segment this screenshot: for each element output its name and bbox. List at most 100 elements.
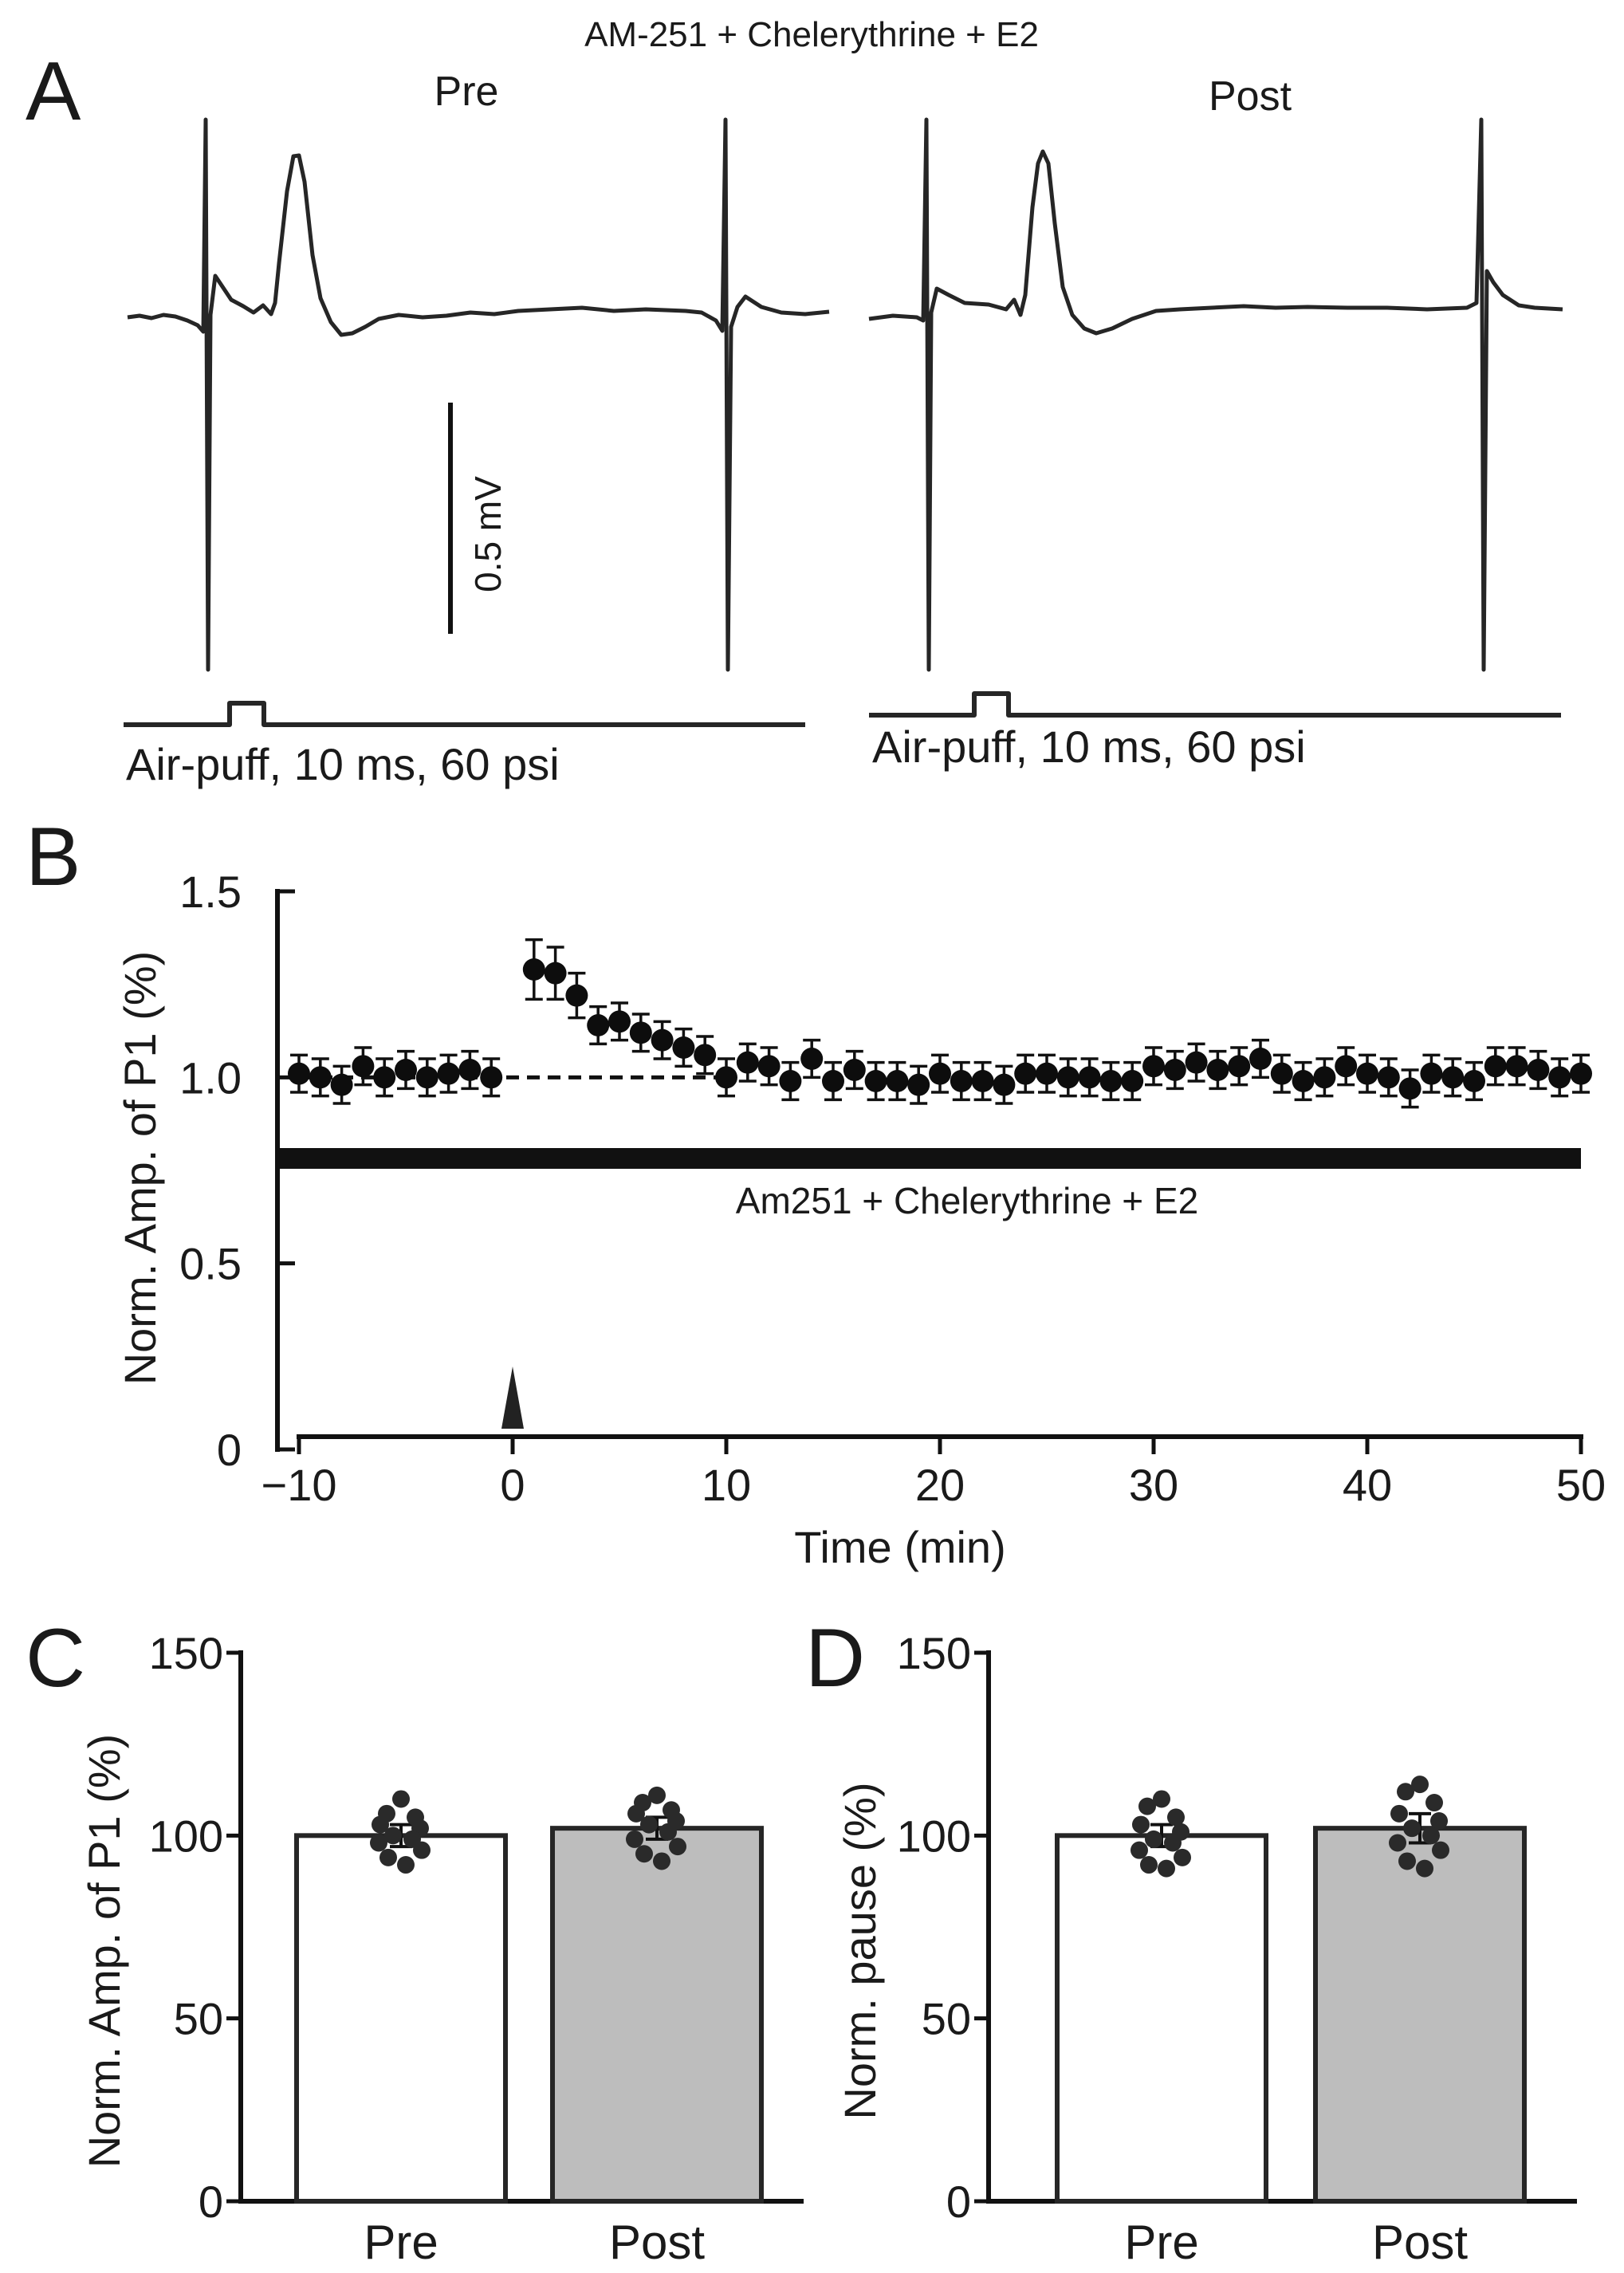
amplitude-bar-chart: 0 50 100 150 Norm. Amp. of P1 (%) Pre Post xyxy=(79,1628,804,2269)
data-point xyxy=(1484,1055,1507,1078)
data-point xyxy=(1078,1066,1101,1089)
individual-data-point xyxy=(635,1845,653,1863)
individual-data-point xyxy=(640,1815,658,1834)
scale-bar-label: 0.5 mV xyxy=(467,476,509,592)
x-axis-title: Time (min) xyxy=(794,1522,1005,1572)
data-point xyxy=(1270,1062,1293,1085)
individual-data-point xyxy=(1422,1827,1440,1845)
data-point xyxy=(929,1062,951,1085)
panel-label-c: C xyxy=(26,1612,85,1705)
bar-post xyxy=(1313,1826,1527,2204)
data-point xyxy=(1099,1070,1123,1092)
individual-data-point xyxy=(1167,1808,1185,1827)
data-point xyxy=(864,1070,887,1092)
data-point xyxy=(1121,1070,1144,1092)
data-point xyxy=(330,1073,353,1096)
data-point xyxy=(1335,1055,1358,1078)
x-tick-label: 40 xyxy=(1343,1460,1392,1510)
individual-data-point xyxy=(1411,1776,1429,1794)
data-point xyxy=(1249,1048,1272,1070)
data-point xyxy=(822,1070,844,1092)
data-point xyxy=(1014,1062,1037,1085)
data-point xyxy=(352,1055,375,1078)
data-point xyxy=(458,1059,482,1081)
individual-data-point xyxy=(1131,1841,1148,1859)
y-tick-label: 100 xyxy=(897,1811,971,1861)
data-point xyxy=(993,1073,1016,1096)
panel-d: D 0 50 100 150 Norm. pause (%) Pre Post xyxy=(805,1612,1577,2269)
data-point xyxy=(415,1066,438,1089)
x-tick-label: 10 xyxy=(702,1460,751,1510)
data-point xyxy=(629,1021,652,1044)
individual-data-point xyxy=(1390,1804,1408,1823)
data-point xyxy=(779,1070,802,1092)
y-tick-label: 0.5 xyxy=(179,1239,242,1289)
data-point xyxy=(1420,1062,1443,1085)
data-point xyxy=(715,1066,737,1089)
x-tick-label: 30 xyxy=(1129,1460,1178,1510)
data-point xyxy=(1206,1059,1229,1081)
individual-data-point xyxy=(1158,1859,1175,1878)
individual-data-point xyxy=(653,1852,670,1870)
data-point xyxy=(1142,1055,1165,1078)
data-point xyxy=(1398,1077,1421,1100)
data-point xyxy=(886,1070,909,1092)
individual-data-point xyxy=(1432,1841,1449,1859)
data-point xyxy=(587,1014,610,1036)
pause-bar-chart: 0 50 100 150 Norm. pause (%) Pre Post xyxy=(835,1628,1577,2269)
y-tick-label: 150 xyxy=(149,1628,223,1678)
data-point xyxy=(907,1073,930,1096)
data-point xyxy=(1163,1059,1186,1081)
post-stimulus-label: Air-puff, 10 ms, 60 psi xyxy=(872,722,1306,772)
x-tick-label: −10 xyxy=(261,1460,337,1510)
data-point xyxy=(672,1036,695,1059)
individual-data-point xyxy=(1397,1783,1414,1801)
pre-field-potential-trace xyxy=(127,117,830,672)
data-point xyxy=(1185,1051,1208,1074)
data-point xyxy=(1313,1066,1336,1089)
y-tick-label: 150 xyxy=(897,1628,971,1678)
data-point xyxy=(694,1044,717,1067)
individual-data-point xyxy=(1153,1790,1170,1808)
data-point xyxy=(950,1070,973,1092)
stimulus-arrowhead xyxy=(501,1367,524,1429)
individual-data-point xyxy=(1138,1797,1156,1815)
individual-data-point xyxy=(1403,1819,1421,1838)
y-tick-label: 50 xyxy=(174,1994,223,2044)
data-point xyxy=(1292,1070,1315,1092)
data-point xyxy=(437,1062,460,1085)
treatment-bar xyxy=(277,1148,1581,1169)
data-point xyxy=(288,1062,310,1085)
individual-data-point xyxy=(627,1804,645,1823)
x-tick-label: 20 xyxy=(915,1460,965,1510)
individual-data-point xyxy=(1416,1859,1433,1878)
y-tick-label: 0 xyxy=(946,2177,971,2227)
individual-data-point xyxy=(397,1856,415,1874)
treatment-bar-label: Am251 + Chelerythrine + E2 xyxy=(736,1180,1198,1221)
y-axis-title: Norm. Amp. of P1 (%) xyxy=(79,1734,129,2169)
data-point xyxy=(651,1028,674,1052)
x-tick-label: 0 xyxy=(500,1460,525,1510)
y-tick-label: 0 xyxy=(199,2177,223,2227)
panel-a-title: AM-251 + Chelerythrine + E2 xyxy=(584,15,1039,54)
individual-data-point xyxy=(384,1827,402,1845)
individual-data-point xyxy=(1145,1830,1162,1848)
data-point xyxy=(1548,1066,1571,1089)
y-tick-label: 100 xyxy=(149,1811,223,1861)
individual-data-point xyxy=(370,1834,387,1852)
time-course-plot: 0 0.5 1.0 1.5 −10 0 10 20 30 40 50 Time (min) Norm. … xyxy=(115,867,1606,1572)
panel-c: C 0 50 100 150 Norm. Amp. of P1 (%) Pre Post xyxy=(26,1612,804,2269)
individual-data-point xyxy=(1398,1852,1416,1870)
data-point xyxy=(1527,1059,1550,1081)
data-point xyxy=(971,1070,994,1092)
individual-data-point xyxy=(1132,1815,1150,1834)
y-tick-label: 1.5 xyxy=(179,867,242,917)
individual-data-point xyxy=(1164,1834,1182,1852)
data-point xyxy=(309,1066,332,1089)
data-point xyxy=(1505,1055,1528,1078)
individual-data-point xyxy=(413,1841,431,1859)
data-point xyxy=(843,1059,866,1081)
individual-data-point xyxy=(626,1830,643,1848)
individual-data-point xyxy=(379,1848,397,1866)
y-axis-title: Norm. Amp. of P1 (%) xyxy=(115,951,165,1386)
